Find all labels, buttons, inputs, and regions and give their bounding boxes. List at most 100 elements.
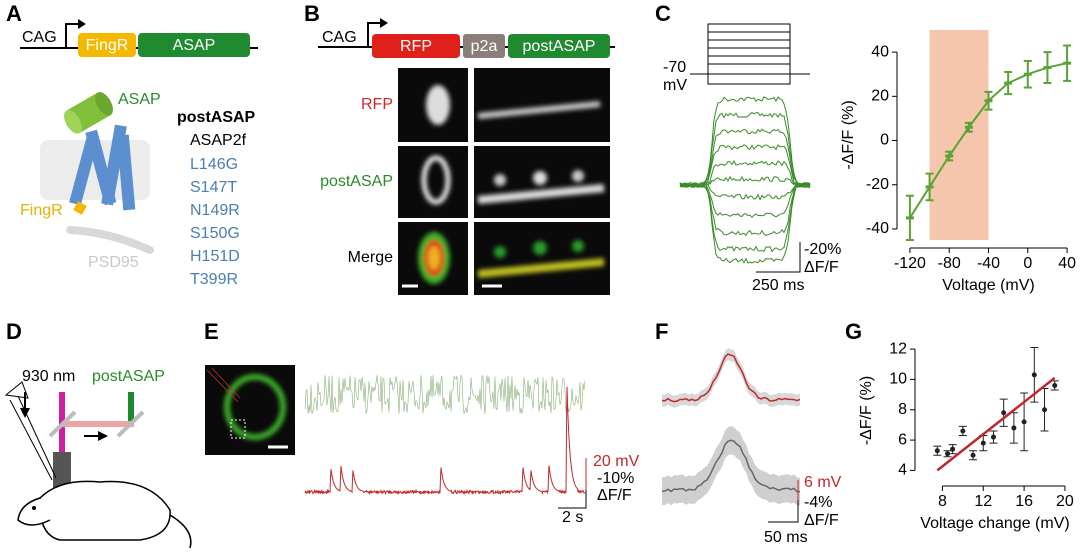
- y-tick-label: 6: [898, 431, 907, 448]
- scale-label: ΔF/F: [804, 512, 839, 529]
- arrow-head: [78, 19, 86, 29]
- trace: [661, 439, 801, 493]
- protein-label: ASAP: [118, 91, 161, 108]
- x-tick-label: 20: [1056, 493, 1074, 510]
- x-tick-label: -80: [938, 255, 961, 272]
- y-tick-label: 10: [889, 371, 907, 388]
- construct-box: [372, 34, 460, 58]
- scale-label: 250 ms: [752, 277, 804, 294]
- trace: [679, 181, 811, 237]
- trace: [679, 128, 811, 189]
- mutation: H151D: [190, 248, 240, 265]
- construct-text: RFP: [400, 38, 432, 55]
- point: [934, 448, 940, 454]
- x-tick-label: 8: [938, 493, 947, 510]
- holding-unit: mV: [663, 77, 687, 94]
- construct-box: [78, 33, 136, 57]
- construct-box: [463, 34, 505, 58]
- row-label: RFP: [361, 96, 393, 113]
- mutation: T399R: [190, 271, 238, 288]
- indicator: postASAP: [92, 368, 165, 385]
- fingr-shape: [73, 201, 87, 215]
- point: [1011, 425, 1017, 431]
- construct-text: ASAP: [173, 37, 216, 54]
- point: [960, 428, 966, 434]
- point: [1042, 407, 1048, 413]
- trace: [661, 353, 801, 403]
- x-tick-label: 12: [974, 493, 992, 510]
- x-tick-label: 16: [1015, 493, 1033, 510]
- scale-label: 50 ms: [764, 529, 808, 546]
- trace: [679, 182, 811, 264]
- y-tick-label: 4: [898, 462, 907, 479]
- row-label: Merge: [348, 249, 393, 266]
- scale-bar: [558, 490, 587, 509]
- variant-name: postASAP: [177, 109, 256, 126]
- row-label: postASAP: [320, 173, 393, 190]
- panel-label: G: [845, 319, 862, 344]
- y-tick-label: 40: [871, 43, 889, 60]
- charts: -40 -20 0 20 40 -120 -80 -40 0 40 Voltage (mV) -ΔF/…: [840, 30, 1076, 532]
- mutation: N149R: [190, 202, 240, 219]
- band: [662, 426, 800, 506]
- anchor-label: FingR: [20, 202, 63, 219]
- x-tick-label: -120: [894, 255, 926, 272]
- point: [970, 452, 976, 458]
- scale-label: -4%: [804, 494, 832, 511]
- scaffold-label: PSD95: [88, 254, 139, 271]
- mutation-list: L146G S147T N149R S150G H151D T399R: [190, 156, 240, 288]
- promoter: CAG: [22, 29, 57, 46]
- holding-value: -70: [663, 59, 686, 76]
- asap-cylinder: [64, 92, 113, 134]
- scale-label: 20 mV: [593, 453, 640, 470]
- arrow-head: [380, 18, 388, 28]
- point: [1052, 382, 1058, 388]
- scale-label: -10%: [597, 470, 634, 487]
- scale-label: 2 s: [562, 509, 583, 526]
- y-axis-label: -ΔF/F (%): [840, 100, 857, 169]
- point: [980, 440, 986, 446]
- construct-text: postASAP: [523, 38, 596, 55]
- point: [1001, 410, 1007, 416]
- mutation: S147T: [190, 179, 237, 196]
- y-axis-label: -ΔF/F (%): [858, 376, 875, 445]
- scale-label: 6 mV: [804, 474, 842, 491]
- psd95-shape: [66, 226, 154, 254]
- panel-label: D: [6, 319, 22, 344]
- helices: [69, 124, 136, 211]
- recording-traces: [304, 374, 586, 496]
- panel-label: E: [204, 319, 219, 344]
- voltage-steps: [690, 23, 810, 85]
- y-tick-label: 8: [898, 401, 907, 418]
- shaded-range: [929, 30, 989, 240]
- panel-label: B: [304, 1, 320, 26]
- x-axis-label: Voltage change (mV): [920, 515, 1069, 532]
- average-traces: [661, 348, 801, 506]
- y-tick-label: 12: [889, 340, 907, 357]
- scale-label: -20%: [804, 241, 841, 258]
- y-tick-label: -20: [866, 176, 889, 193]
- trace: [304, 386, 585, 496]
- y-tick-label: -40: [866, 220, 889, 237]
- scale-label: ΔF/F: [597, 487, 632, 504]
- scale-bar: [756, 242, 801, 273]
- micrographs: [398, 68, 610, 295]
- point: [1031, 372, 1037, 378]
- x-tick-label: -40: [977, 255, 1000, 272]
- trace: [304, 374, 586, 415]
- panel-label: A: [6, 1, 22, 26]
- panel-label: C: [655, 1, 671, 26]
- cell-image: [205, 365, 295, 455]
- y-tick-label: 0: [880, 132, 889, 149]
- point: [1021, 419, 1027, 425]
- promoter-arrow: [367, 22, 380, 47]
- x-tick-label: 40: [1058, 255, 1076, 272]
- promoter-arrow: [65, 23, 78, 48]
- parent-name: ASAP2f: [190, 132, 247, 149]
- scale-label: ΔF/F: [804, 259, 839, 276]
- setup-drawing: [4, 381, 192, 549]
- step-traces: [679, 96, 811, 264]
- point: [950, 446, 956, 452]
- construct-box: [138, 33, 250, 57]
- trace: [679, 159, 811, 188]
